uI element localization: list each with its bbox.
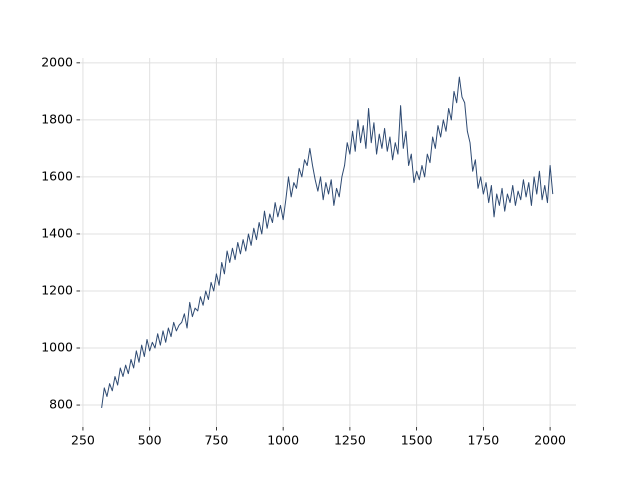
- y-tick-label: 1200: [41, 282, 73, 297]
- x-tick-label: 1000: [267, 433, 299, 448]
- x-tick-label: 250: [71, 433, 95, 448]
- x-tick-label: 750: [204, 433, 228, 448]
- y-tick-label: 1600: [41, 168, 73, 183]
- y-tick-label: 1400: [41, 225, 73, 240]
- x-tick-label: 2000: [534, 433, 566, 448]
- data-line: [101, 76, 554, 408]
- x-tick-label: 1500: [401, 433, 433, 448]
- y-tick-label: 1800: [41, 111, 73, 126]
- y-tick-label: 2000: [41, 54, 73, 69]
- y-tick-label: 1000: [41, 340, 73, 355]
- y-tick-label: 800: [49, 397, 73, 412]
- x-tick-label: 1750: [467, 433, 499, 448]
- x-tick-label: 1250: [334, 433, 366, 448]
- x-tick-label: 500: [138, 433, 162, 448]
